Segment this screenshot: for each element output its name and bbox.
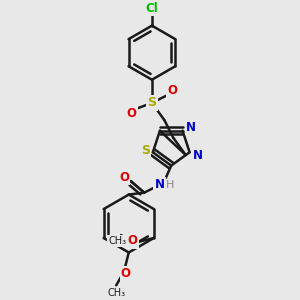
Text: N: N <box>193 149 203 162</box>
Text: O: O <box>127 107 137 120</box>
Text: O: O <box>115 230 116 231</box>
Text: S: S <box>147 96 156 110</box>
Text: O: O <box>128 234 138 248</box>
Text: S: S <box>141 144 150 157</box>
Text: N: N <box>186 121 196 134</box>
Text: O: O <box>119 171 129 184</box>
Text: Cl: Cl <box>146 2 158 15</box>
Text: O: O <box>167 84 177 97</box>
Text: N: N <box>155 178 165 191</box>
Text: O: O <box>119 225 120 226</box>
Text: O: O <box>121 267 131 280</box>
Text: H: H <box>166 180 175 190</box>
Text: CH₃: CH₃ <box>108 236 126 246</box>
Text: CH₃: CH₃ <box>107 288 125 298</box>
